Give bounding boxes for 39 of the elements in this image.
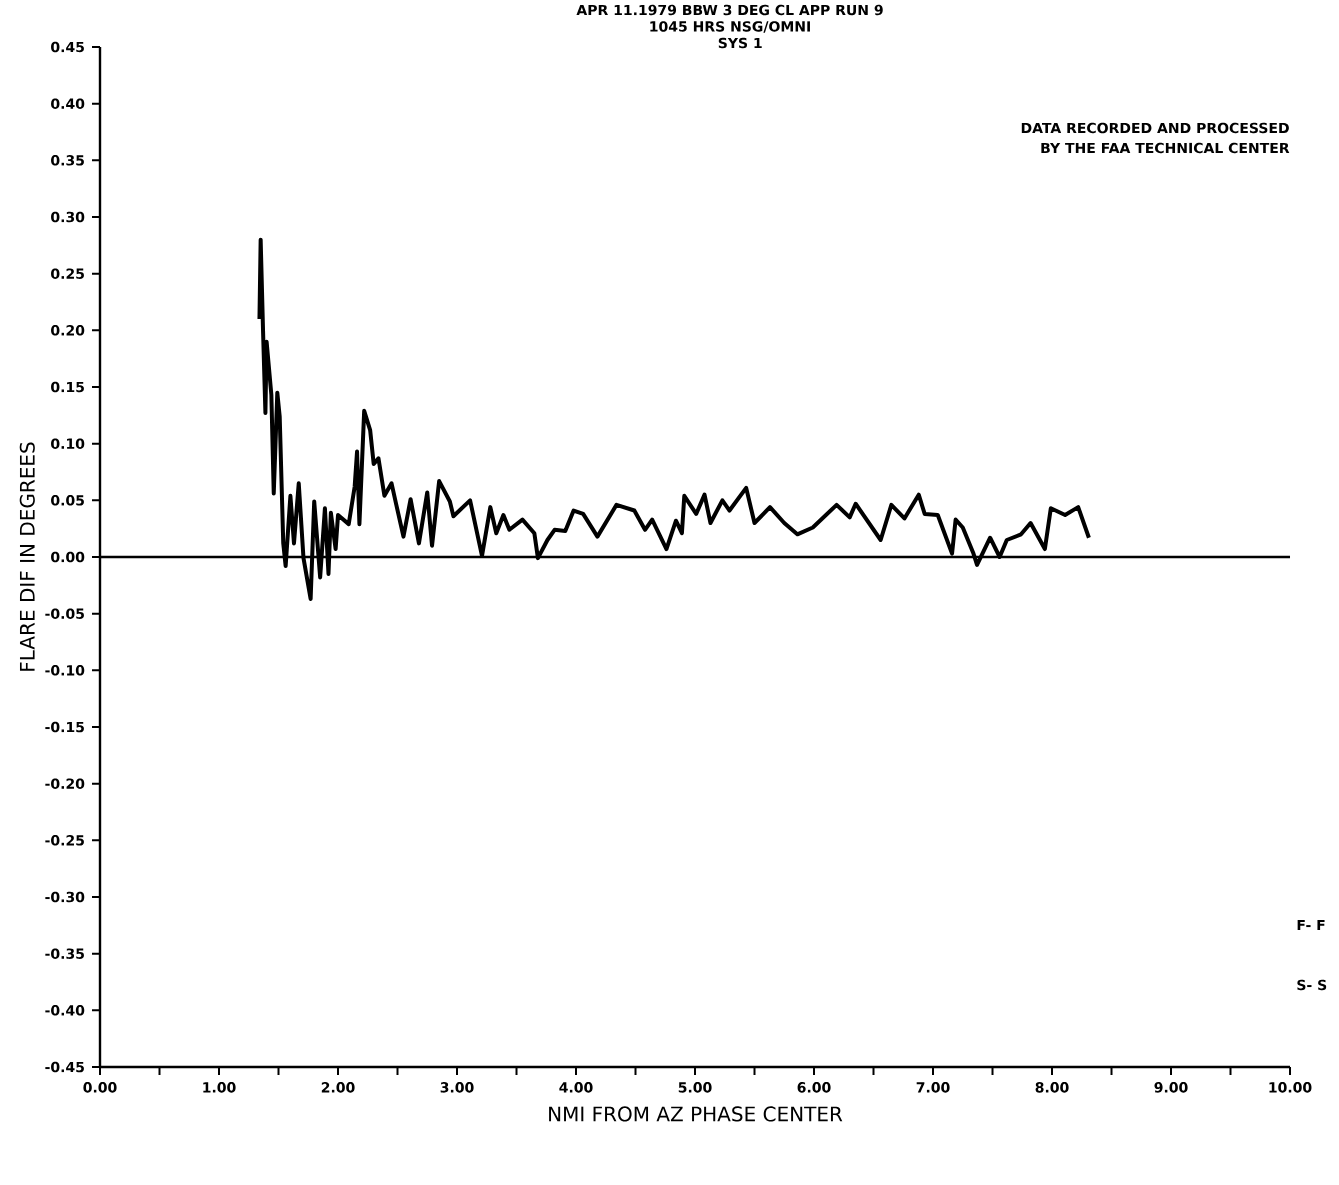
y-tick-label: 0.25 bbox=[51, 268, 84, 279]
x-tick-label: 9.00 bbox=[1154, 1082, 1188, 1093]
x-tick-label: 1.00 bbox=[203, 1082, 236, 1093]
y-tick-label: 0.45 bbox=[51, 41, 84, 53]
y-tick-label: -0.35 bbox=[45, 948, 84, 959]
y-tick-label: -0.20 bbox=[45, 778, 85, 789]
y-tick-label: 0.10 bbox=[51, 438, 85, 449]
y-tick-label: 0.40 bbox=[51, 98, 85, 109]
x-tick-label: 8.00 bbox=[1035, 1082, 1069, 1093]
y-tick-label: 0.15 bbox=[51, 381, 84, 393]
y-tick-label: -0.15 bbox=[45, 721, 84, 733]
y-tick-label: -0.05 bbox=[45, 608, 84, 619]
chart-subtitle: 1045 HRS NSG/OMNI bbox=[650, 21, 810, 33]
y-tick-label: -0.10 bbox=[45, 665, 85, 676]
y-tick-label: 0.30 bbox=[51, 211, 85, 223]
y-tick-label: 0.35 bbox=[51, 155, 84, 166]
x-tick-label: 7.00 bbox=[916, 1082, 950, 1093]
chart-title: APR 11.1979 BBW 3 DEG CL APP RUN 9 bbox=[576, 4, 883, 16]
y-tick-label: -0.25 bbox=[45, 835, 84, 846]
y-tick-label: -0.45 bbox=[45, 1061, 84, 1073]
y-tick-label: -0.30 bbox=[45, 891, 85, 903]
text: F- F bbox=[1297, 919, 1325, 931]
x-tick-label: 0.00 bbox=[83, 1082, 117, 1093]
x-tick-label: 3.00 bbox=[440, 1082, 474, 1093]
annotation: SYS 1 bbox=[718, 37, 762, 49]
x-tick-label: 5.00 bbox=[678, 1082, 712, 1093]
x-axis-title: NMI FROM AZ PHASE CENTER bbox=[549, 1106, 843, 1122]
y-tick-label: 0.00 bbox=[51, 551, 85, 563]
annotation: DATA RECORDED AND PROCESSED bbox=[1021, 122, 1289, 134]
y-tick-label: -0.40 bbox=[45, 1005, 85, 1016]
x-tick-label: 6.00 bbox=[797, 1082, 831, 1093]
y-tick-label: 0.05 bbox=[51, 495, 84, 506]
annotation: BY THE FAA TECHNICAL CENTER bbox=[1041, 142, 1290, 154]
y-tick-label: 0.20 bbox=[51, 325, 85, 336]
text: S- S bbox=[1297, 979, 1327, 991]
x-tick-label: 4.00 bbox=[559, 1082, 593, 1093]
x-tick-label: 10.00 bbox=[1269, 1082, 1312, 1093]
x-tick-label: 2.00 bbox=[321, 1082, 355, 1093]
y-axis-title: FLARE DIF IN DEGREES bbox=[19, 442, 35, 671]
